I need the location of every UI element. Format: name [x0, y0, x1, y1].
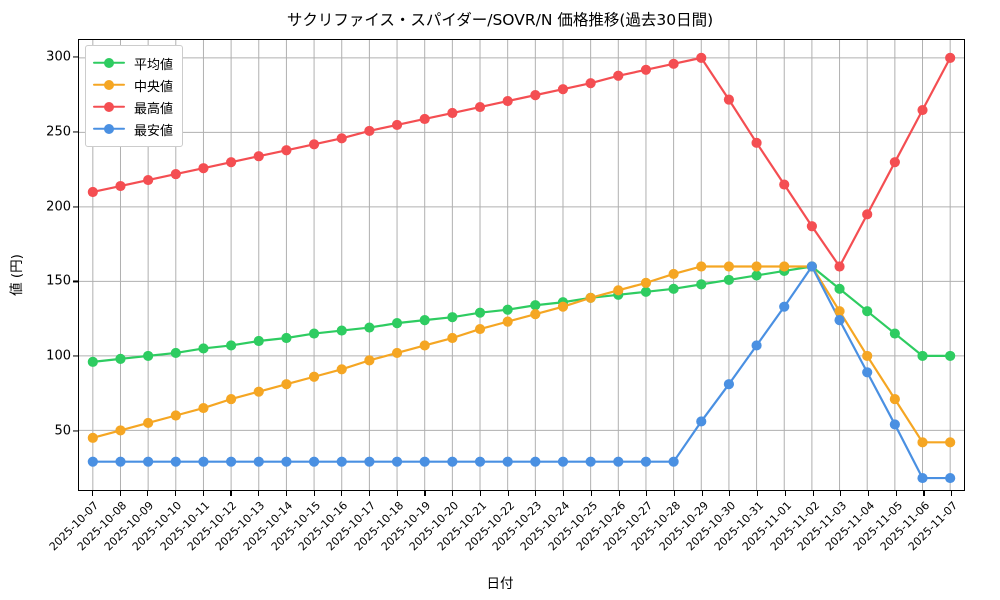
x-tick-mark [396, 491, 398, 496]
x-tick-mark [757, 491, 759, 496]
y-tick-label: 300 [46, 49, 71, 65]
x-tick-mark [341, 491, 343, 496]
x-tick-mark [701, 491, 703, 496]
y-tick-label: 200 [46, 199, 71, 215]
x-tick-mark [923, 491, 925, 496]
x-tick-mark [895, 491, 897, 496]
x-tick-mark [951, 491, 953, 496]
legend-item[interactable]: 最安値 [93, 118, 173, 140]
x-tick-mark [230, 491, 232, 496]
y-tick-mark [73, 430, 78, 432]
legend-item[interactable]: 最高値 [93, 96, 173, 118]
legend-label: 最安値 [134, 123, 174, 139]
x-tick-mark [729, 491, 731, 496]
x-tick-mark [452, 491, 454, 496]
y-tick-mark [73, 206, 78, 208]
y-tick-label: 100 [46, 348, 71, 364]
y-tick-mark [73, 131, 78, 133]
x-tick-mark [563, 491, 565, 496]
x-tick-mark [119, 491, 121, 496]
legend-item[interactable]: 中央値 [93, 74, 173, 96]
x-tick-mark [590, 491, 592, 496]
y-tick-label: 250 [46, 124, 71, 140]
x-tick-mark [147, 491, 149, 496]
x-tick-mark [91, 491, 93, 496]
y-tick-label: 50 [54, 423, 71, 439]
series-lines [87, 52, 956, 484]
legend-label: 平均値 [134, 57, 174, 73]
x-tick-mark [369, 491, 371, 496]
legend-label: 最高値 [134, 101, 174, 117]
y-tick-label: 150 [46, 273, 71, 289]
y-tick-mark [73, 56, 78, 58]
y-tick-mark [73, 355, 78, 357]
x-tick-mark [535, 491, 537, 496]
legend-label: 中央値 [134, 79, 174, 95]
x-tick-mark [258, 491, 260, 496]
grid-lines [79, 40, 964, 490]
x-tick-mark [175, 491, 177, 496]
legend-item[interactable]: 平均値 [93, 52, 173, 74]
legend-marker-icon [93, 100, 125, 114]
x-tick-mark [673, 491, 676, 496]
y-tick-mark [73, 280, 78, 282]
x-tick-mark [812, 491, 814, 496]
chart-legend: 平均値中央値最高値最安値 [85, 45, 184, 147]
x-tick-mark [285, 491, 287, 496]
x-tick-mark [313, 491, 315, 496]
plot-area [78, 39, 965, 491]
x-tick-mark [867, 491, 870, 496]
legend-marker-icon [93, 56, 125, 70]
x-tick-mark [202, 491, 204, 496]
x-tick-mark [784, 491, 786, 496]
legend-marker-icon [93, 78, 125, 92]
chart-title: サクリファイス・スパイダー/SOVR/N 価格推移(過去30日間) [286, 11, 714, 29]
x-tick-mark [424, 491, 426, 496]
x-axis-label: 日付 [486, 576, 514, 592]
x-tick-mark [479, 491, 482, 496]
x-tick-mark [507, 491, 509, 496]
legend-marker-icon [93, 122, 125, 136]
x-tick-mark [646, 491, 648, 496]
y-axis-label: 値 (円) [9, 254, 25, 296]
x-tick-mark [618, 491, 620, 496]
x-tick-mark [840, 491, 842, 496]
